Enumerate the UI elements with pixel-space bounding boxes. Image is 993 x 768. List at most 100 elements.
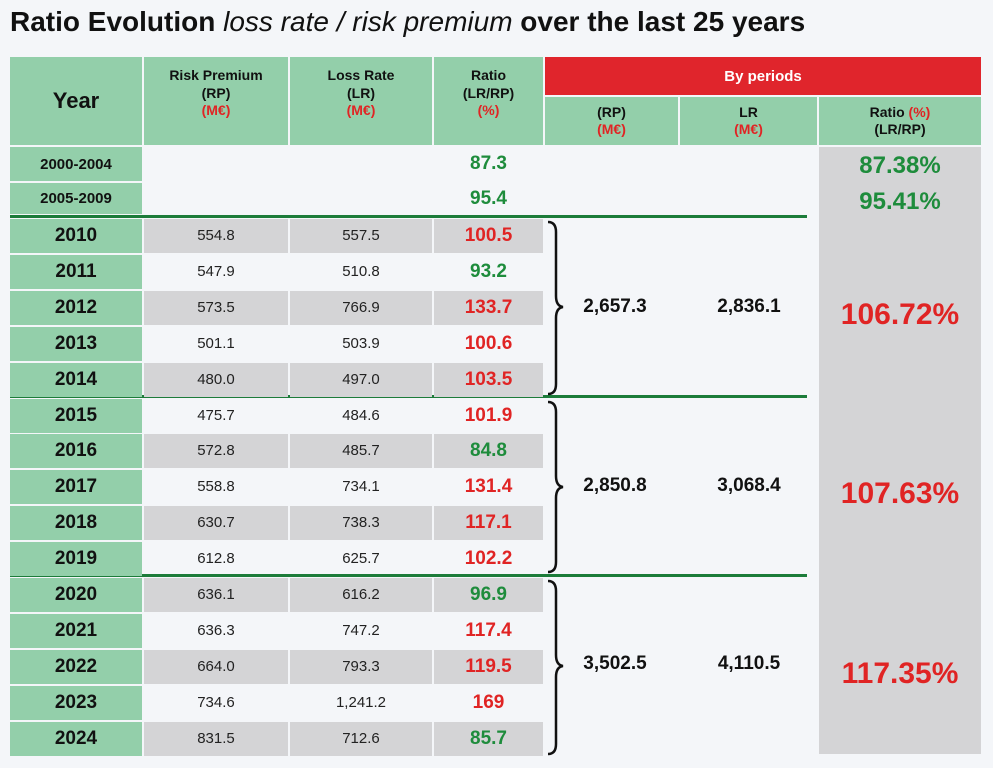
loss-rate-cell: 557.5	[290, 219, 432, 253]
risk-premium-cell-value: 573.5	[197, 299, 235, 317]
period-ratio-value: 117.35%	[841, 657, 959, 690]
loss-rate-cell: 484.6	[290, 399, 432, 433]
page-title: Ratio Evolution loss rate / risk premium…	[10, 6, 805, 38]
header-rp-line2: (RP)	[201, 84, 231, 101]
risk-premium-cell: 547.9	[144, 255, 288, 289]
year-label: 2005-2009	[40, 190, 112, 207]
header-period-ratio-line1: Ratio	[869, 103, 905, 120]
loss-rate-cell: 485.7	[290, 434, 432, 468]
risk-premium-cell-value: 501.1	[197, 335, 235, 353]
ratio-value: 95.4	[470, 187, 507, 209]
risk-premium-cell: 475.7	[144, 399, 288, 433]
year-cell: 2012	[10, 291, 142, 325]
header-period-lr-line1: LR	[739, 103, 758, 120]
loss-rate-cell-value: 484.6	[342, 407, 380, 425]
ratio-value: 87.3	[470, 153, 507, 174]
loss-rate-cell-value: 738.3	[342, 514, 380, 532]
ratio-cell: 93.2	[434, 255, 543, 289]
risk-premium-cell-value: 630.7	[197, 514, 235, 532]
loss-rate-cell: 1,241.2	[290, 686, 432, 720]
ratio-cell-value: 169	[472, 691, 505, 713]
ratio-cell: 102.2	[434, 542, 543, 576]
ratio-cell: 87.3	[434, 147, 543, 181]
year-cell-value: 2011	[55, 260, 97, 282]
ratio-cell: 103.5	[434, 363, 543, 397]
year-cell-value: 2021	[54, 619, 98, 641]
risk-premium-cell-value: 831.5	[197, 730, 235, 748]
risk-premium-cell: 664.0	[144, 650, 288, 684]
period-rp: 2,657.3	[560, 290, 670, 324]
ratio-cell: 133.7	[434, 291, 543, 325]
period-lr: 2,836.1	[690, 290, 808, 324]
ratio-cell-value: 100.6	[464, 332, 513, 354]
header-by-periods: By periods	[545, 57, 981, 95]
year-cell: 2017	[10, 470, 142, 504]
loss-rate-cell: 766.9	[290, 291, 432, 325]
loss-rate-cell-value: 485.7	[342, 442, 380, 460]
risk-premium-cell: 573.5	[144, 291, 288, 325]
header-period-ratio: Ratio (%) (LR/RP)	[819, 97, 981, 145]
year-cell-value: 2023	[54, 691, 98, 713]
title-main: Ratio Evolution	[10, 6, 216, 37]
loss-rate-cell-value: 734.1	[342, 478, 380, 496]
risk-premium-cell-value: 664.0	[197, 658, 235, 676]
period-rp-value: 3,502.5	[583, 653, 647, 674]
year-cell: 2020	[10, 578, 142, 612]
year-cell: 2022	[10, 650, 142, 684]
ratio-cell-value: 131.4	[464, 475, 513, 497]
risk-premium-cell: 636.3	[144, 614, 288, 648]
year-cell-value: 2024	[54, 727, 98, 749]
header-period-rp-unit: (M€)	[597, 121, 626, 137]
year-cell: 2011	[10, 255, 142, 289]
ratio-cell: 117.1	[434, 506, 543, 540]
ratio-cell: 101.9	[434, 399, 543, 433]
ratio-cell: 85.7	[434, 722, 543, 756]
period-ratio-column	[819, 147, 981, 754]
risk-premium-cell: 831.5	[144, 722, 288, 756]
title-slash: /	[336, 6, 345, 37]
ratio-cell-value: 117.4	[465, 619, 512, 641]
year-cell: 2021	[10, 614, 142, 648]
header-period-lr-unit: (M€)	[734, 121, 763, 137]
loss-rate-cell-value: 497.0	[342, 371, 380, 389]
ratio-cell-value: 96.9	[470, 583, 507, 605]
loss-rate-cell: 510.8	[290, 255, 432, 289]
period-lr-value: 4,110.5	[717, 653, 781, 674]
year-cell: 2015	[10, 399, 142, 433]
loss-rate-cell-value: 510.8	[342, 263, 380, 281]
year-cell-value: 2020	[54, 583, 98, 605]
period-ratio-value: 95.41%	[859, 188, 941, 215]
year-cell-value: 2014	[54, 368, 98, 390]
ratio-cell-value: 100.5	[464, 224, 513, 246]
risk-premium-cell: 734.6	[144, 686, 288, 720]
header-ratio: Ratio (LR/RP) (%)	[434, 57, 543, 145]
year-cell-value: 2013	[54, 332, 98, 354]
risk-premium-cell-value: 547.9	[197, 263, 235, 281]
loss-rate-cell: 712.6	[290, 722, 432, 756]
year-cell-value: 2022	[54, 655, 98, 677]
loss-rate-cell: 503.9	[290, 327, 432, 361]
period-rp-value: 2,657.3	[583, 296, 647, 317]
risk-premium-cell: 554.8	[144, 219, 288, 253]
risk-premium-cell-value: 612.8	[197, 550, 235, 568]
loss-rate-cell-value: 747.2	[342, 622, 380, 640]
year-cell-value: 2018	[54, 511, 98, 533]
period-ratio: 107.63%	[819, 474, 981, 514]
ratio-cell: 131.4	[434, 470, 543, 504]
period-ratio-early: 95.41%	[819, 185, 981, 219]
loss-rate-cell-value: 1,241.2	[335, 694, 387, 712]
risk-premium-cell-value: 636.1	[197, 586, 235, 604]
period-lr: 4,110.5	[690, 647, 808, 681]
period-lr-value: 3,068.4	[717, 475, 781, 496]
year-cell: 2023	[10, 686, 142, 720]
loss-rate-cell: 738.3	[290, 506, 432, 540]
loss-rate-cell-value: 557.5	[342, 227, 380, 245]
loss-rate-cell: 616.2	[290, 578, 432, 612]
risk-premium-cell-value: 572.8	[197, 442, 235, 460]
risk-premium-cell: 636.1	[144, 578, 288, 612]
period-ratio-value: 87.38%	[859, 152, 941, 179]
year-label: 2000-2004	[40, 155, 112, 173]
header-year: Year	[10, 57, 142, 145]
ratio-cell: 169	[434, 686, 543, 720]
loss-rate-cell-value: 712.6	[342, 730, 380, 748]
